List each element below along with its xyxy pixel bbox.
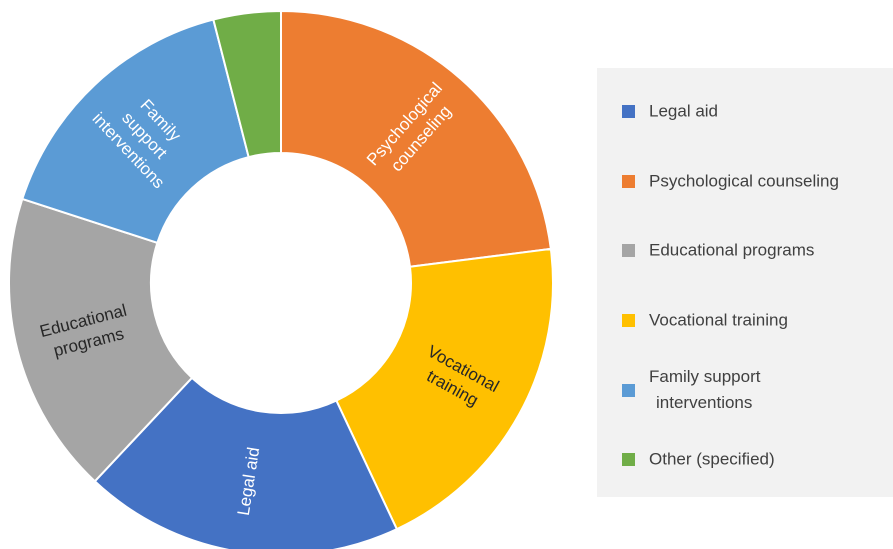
- legend-swatch: [622, 175, 635, 188]
- donut-segment: [335, 247, 554, 531]
- legend-swatch: [622, 384, 635, 397]
- donut-segment: [8, 197, 194, 483]
- donut-segment: [93, 376, 399, 549]
- legend-swatch: [622, 453, 635, 466]
- legend-text: Educational programs: [649, 240, 814, 259]
- legend-swatch: [622, 105, 635, 118]
- legend-swatch: [622, 244, 635, 257]
- legend-text: Family support interventions: [649, 367, 761, 412]
- donut-segment: [280, 9, 552, 268]
- legend-text: Psychological counseling: [649, 171, 839, 190]
- legend-text: Other (specified): [649, 449, 775, 468]
- legend-text: Vocational training: [649, 310, 788, 329]
- legend-box: [597, 68, 893, 497]
- legend-swatch: [622, 314, 635, 327]
- donut-segment: [21, 18, 250, 245]
- donut-segment: [212, 9, 282, 159]
- legend-text: Legal aid: [649, 101, 718, 120]
